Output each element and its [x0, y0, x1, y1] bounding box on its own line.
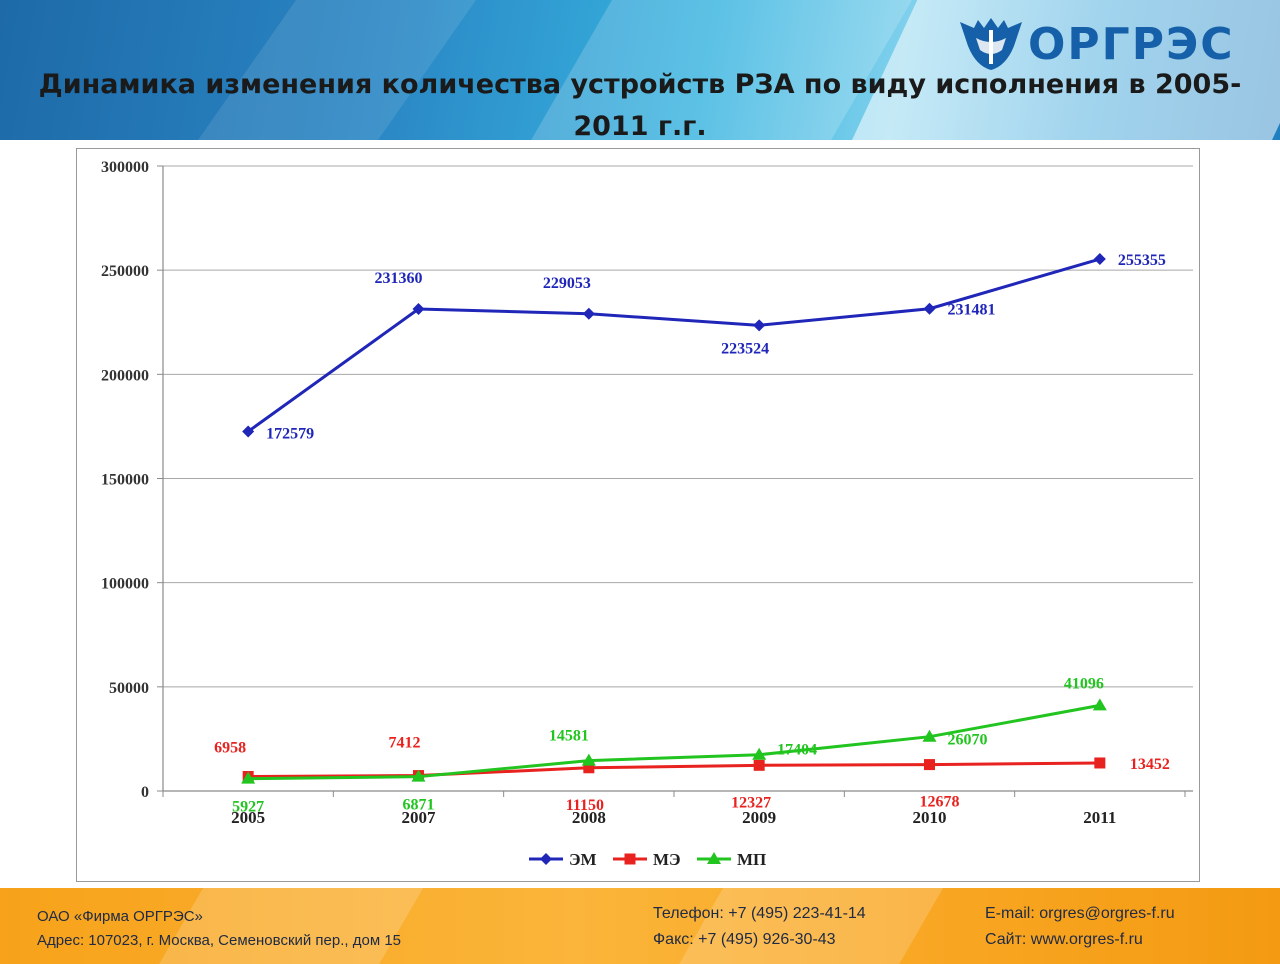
data-point-ЭМ: [412, 303, 425, 315]
data-point-МЭ: [1094, 757, 1106, 769]
data-point-МП: [411, 769, 426, 782]
footer-company: ОАО «Фирма ОРГРЭС»: [37, 908, 203, 925]
footer-site[interactable]: Сайт: www.orgres-f.ru: [985, 931, 1143, 948]
legend-label-МП: МП: [737, 850, 766, 869]
data-label-МП: 26070: [948, 732, 988, 749]
x-tick-label: 2005: [231, 808, 265, 827]
data-point-ЭМ: [923, 302, 936, 315]
header-banner: [0, 0, 1280, 140]
data-label-МЭ: 7412: [389, 735, 421, 752]
x-tick-label: 2009: [742, 808, 776, 827]
legend-label-МЭ: МЭ: [653, 850, 681, 869]
data-point-ЭМ: [753, 319, 766, 332]
data-label-ЭМ: 231360: [375, 270, 423, 287]
x-tick-label: 2011: [1083, 808, 1116, 827]
data-label-МЭ: 6958: [214, 740, 246, 757]
data-point-МЭ: [753, 759, 765, 771]
data-point-МЭ: [924, 759, 935, 771]
y-tick-label: 300000: [101, 159, 149, 176]
data-label-МЭ: 12678: [920, 794, 960, 811]
data-label-ЭМ: 229053: [543, 275, 591, 292]
crown-logo-icon: [960, 18, 1022, 70]
footer-decoration: [671, 888, 949, 964]
data-label-МЭ: 12327: [731, 794, 771, 811]
data-point-МП: [922, 729, 937, 742]
data-label-ЭМ: 223524: [721, 340, 769, 357]
data-label-ЭМ: 172579: [266, 425, 314, 442]
data-label-МЭ: 13452: [1130, 756, 1170, 773]
data-point-МП: [1092, 698, 1107, 711]
footer-address: Адрес: 107023, г. Москва, Семеновский пе…: [37, 932, 401, 949]
x-tick-label: 2008: [572, 808, 606, 827]
legend-marker-МЭ: [624, 853, 636, 865]
data-label-МП: 5927: [232, 799, 264, 816]
data-point-МП: [752, 747, 767, 760]
footer-fax: Факс: +7 (495) 926-30-43: [653, 931, 836, 948]
y-tick-label: 150000: [101, 472, 149, 489]
legend-label-ЭМ: ЭМ: [569, 850, 597, 869]
footer-decoration: [151, 888, 429, 964]
legend-marker-МП: [707, 852, 721, 864]
data-point-ЭМ: [1093, 253, 1106, 266]
y-tick-label: 50000: [109, 680, 149, 697]
y-tick-label: 100000: [101, 576, 149, 593]
footer-phone: Телефон: +7 (495) 223-41-14: [653, 905, 866, 922]
data-label-МЭ: 11150: [566, 797, 604, 814]
chart-frame: 0 50000 100000 150000 200000 250000 300000 2005…: [76, 148, 1200, 882]
legend-marker-ЭМ: [540, 853, 552, 865]
data-label-ЭМ: 255355: [1118, 252, 1166, 269]
data-point-МП: [241, 771, 256, 784]
data-point-ЭМ: [582, 307, 595, 320]
orgres-logo: ОРГРЭС: [958, 16, 1235, 72]
data-label-МП: 17404: [777, 742, 817, 759]
x-tick-label: 2010: [913, 808, 947, 827]
y-tick-label: 200000: [101, 367, 149, 384]
series-line-МЭ: [248, 761, 1100, 779]
data-point-МЭ: [583, 762, 595, 774]
data-label-МП: 14581: [549, 728, 589, 745]
data-label-МП: 41096: [1064, 675, 1104, 692]
footer-email[interactable]: E-mail: orgres@orgres-f.ru: [985, 905, 1175, 922]
page-title: Динамика изменения количества устройств …: [38, 69, 1242, 142]
data-label-ЭМ: 231481: [948, 302, 996, 319]
line-chart: 0 50000 100000 150000 200000 250000 300000 2005…: [101, 159, 1193, 869]
logo-text: ОРГРЭС: [1028, 18, 1235, 70]
footer: ОАО «Фирма ОРГРЭС» Адрес: 107023, г. Мос…: [0, 888, 1280, 964]
y-tick-label: 0: [141, 784, 149, 801]
data-label-МП: 6871: [403, 797, 435, 814]
series-line-МП: [248, 703, 1101, 781]
y-tick-label: 250000: [101, 263, 149, 280]
data-point-МП: [581, 753, 596, 766]
x-tick-label: 2007: [402, 808, 437, 827]
data-point-ЭМ: [242, 425, 255, 438]
series-line-ЭМ: [247, 257, 1101, 433]
